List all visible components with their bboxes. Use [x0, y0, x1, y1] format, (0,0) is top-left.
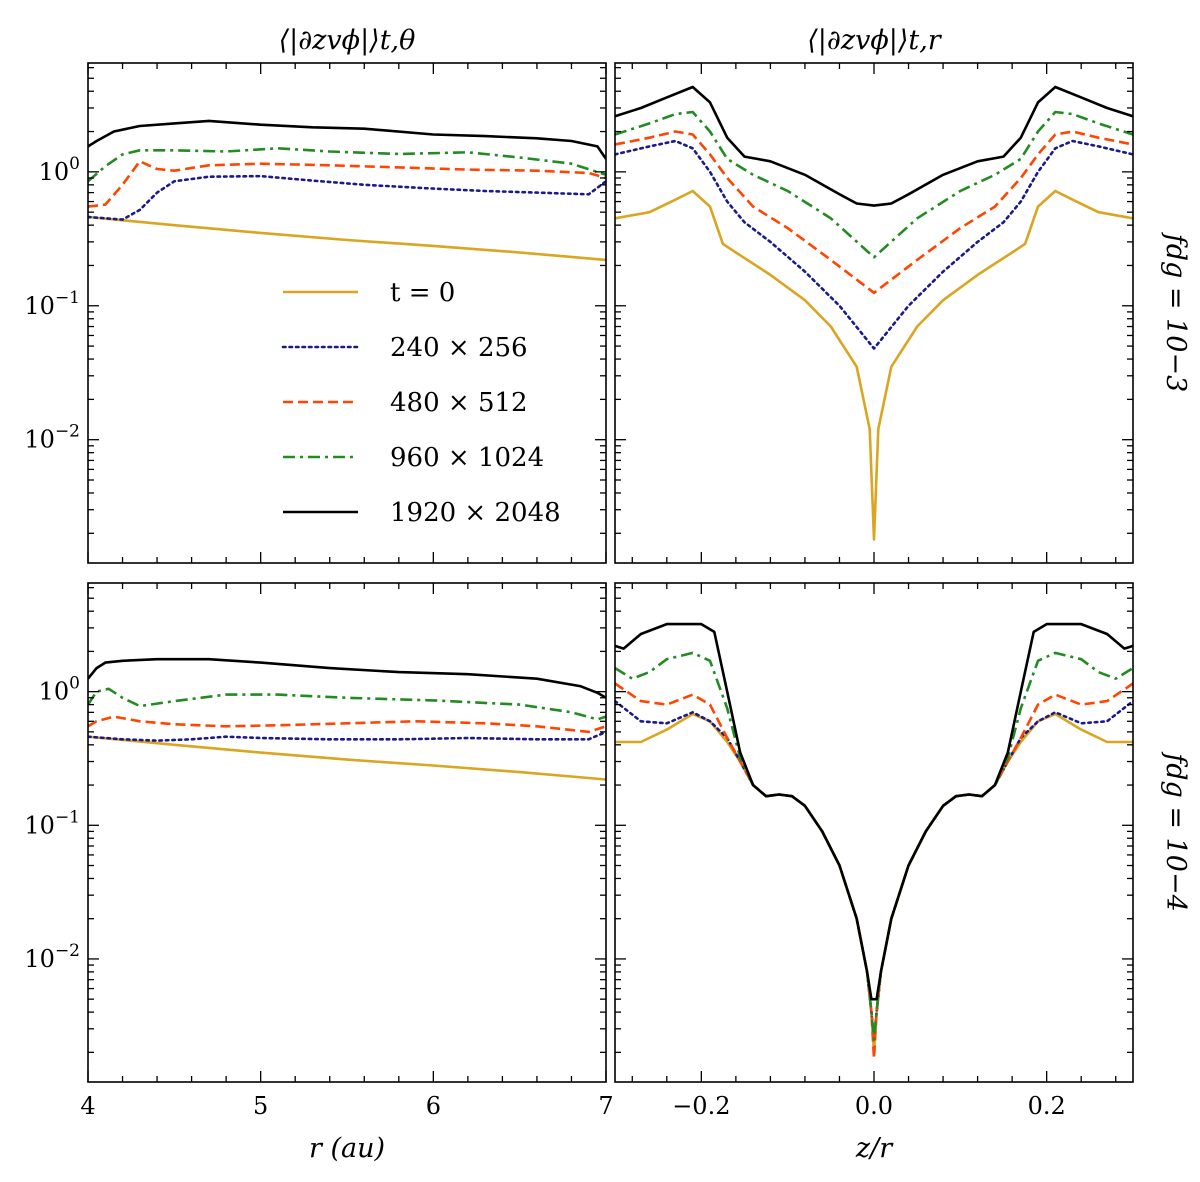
series-line — [615, 651, 1133, 1041]
series-line — [88, 735, 606, 781]
y-tick-label: 10−1 — [24, 288, 80, 320]
series-line — [615, 622, 1133, 1001]
legend-label: 1920 × 2048 — [390, 498, 561, 528]
series-line — [615, 110, 1133, 259]
series-line — [88, 160, 606, 208]
series-line — [615, 682, 1133, 1060]
series-line — [615, 85, 1133, 207]
y-tick-label: 10−1 — [24, 807, 80, 839]
series-line — [615, 139, 1133, 350]
y-tick-label: 10−2 — [24, 941, 80, 973]
series-group — [615, 85, 1133, 541]
side-label: fdg = 10−3 — [1160, 232, 1191, 393]
series-line — [88, 730, 606, 742]
x-tick-label: 0.2 — [1028, 1092, 1066, 1120]
series-group — [615, 622, 1133, 1060]
axes-frame — [614, 62, 1134, 564]
series-line — [88, 174, 606, 221]
series-line — [88, 687, 606, 721]
series-line — [615, 699, 1133, 1041]
panel-title: ⟨|∂zvϕ|⟩t,θ — [279, 25, 416, 56]
panel-title: ⟨|∂zvϕ|⟩t,r — [807, 25, 943, 56]
y-tick-label: 100 — [39, 674, 80, 706]
y-tick-label: 100 — [39, 154, 80, 186]
panel-top-left: 10−2 10−1 100 ⟨|∂zvϕ|⟩t,θ t = 0 240 × 256 480 … — [24, 25, 607, 564]
series-line — [88, 715, 606, 734]
axes-frame — [87, 582, 607, 1083]
x-tick-label: 4 — [80, 1092, 95, 1120]
series-line — [88, 147, 606, 183]
series-group — [88, 657, 606, 781]
series-line — [88, 215, 606, 262]
panel-bottom-right: −0.2 0.0 0.2 z/r fdg = 10−4 — [614, 582, 1191, 1164]
panel-top-right: ⟨|∂zvϕ|⟩t,r fdg = 10−3 — [614, 25, 1191, 564]
series-line — [615, 130, 1133, 295]
axes-frame — [614, 582, 1134, 1083]
legend-label: 480 × 512 — [390, 388, 528, 418]
x-tick-label: −0.2 — [672, 1092, 730, 1120]
series-line — [88, 119, 606, 160]
series-group — [88, 119, 606, 262]
y-tick-label: 10−2 — [24, 422, 80, 454]
x-tick-label: 6 — [426, 1092, 441, 1120]
x-axis-title: z/r — [855, 1133, 894, 1164]
series-line — [615, 189, 1133, 541]
legend-label: 240 × 256 — [390, 333, 528, 363]
side-label: fdg = 10−4 — [1160, 751, 1191, 912]
panel-bottom-left: 10−2 10−1 100 4 5 6 7 r (au) — [24, 582, 614, 1164]
x-tick-label: 0.0 — [855, 1092, 893, 1120]
series-line — [88, 657, 606, 699]
x-tick-label: 5 — [253, 1092, 268, 1120]
x-axis-title: r (au) — [309, 1133, 385, 1164]
legend-label: t = 0 — [390, 278, 455, 308]
series-line — [615, 712, 1133, 1054]
legend-label: 960 × 1024 — [390, 443, 544, 473]
legend: t = 0 240 × 256 480 × 512 960 × 1024 1920 × … — [281, 278, 561, 528]
x-tick-label: 7 — [598, 1092, 613, 1120]
axes-frame — [87, 62, 607, 564]
panels: 10−2 10−1 100 ⟨|∂zvϕ|⟩t,θ t = 0 240 × 256 480 … — [24, 25, 1191, 1164]
